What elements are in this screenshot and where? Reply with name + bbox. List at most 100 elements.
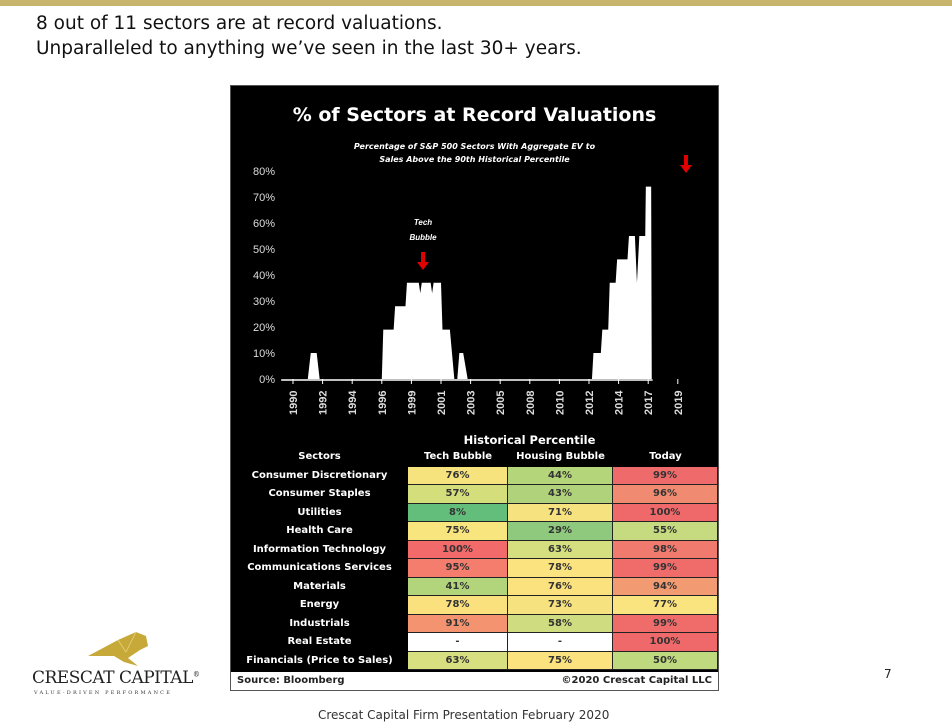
percentile-cell: 100% — [408, 541, 508, 560]
percentile-cell: 76% — [408, 467, 508, 486]
logo-name: CRESCAT CAPITAL® — [32, 668, 199, 688]
chart-panel: % of Sectors at Record Valuations Percen… — [230, 85, 719, 691]
percentile-cell: 50% — [613, 652, 718, 671]
sector-label: Communications Services — [231, 559, 408, 578]
y-tick-label: 60% — [253, 218, 275, 230]
percentile-cell: - — [408, 633, 508, 652]
percentile-cell: 55% — [613, 522, 718, 541]
y-tick-label: 0% — [259, 374, 275, 386]
table-header-row: Sectors Tech Bubble Housing Bubble Today — [231, 448, 718, 467]
sector-label: Industrials — [231, 615, 408, 634]
column-header: Today — [613, 448, 718, 467]
annotation-line-1: Tech — [414, 218, 432, 227]
x-tick-label: 2003 — [466, 391, 478, 415]
percentile-cell: 99% — [613, 615, 718, 634]
y-tick-label: 30% — [253, 296, 275, 308]
y-tick-label: 10% — [253, 348, 275, 360]
headline-line-2: Unparalleled to anything we’ve seen in t… — [36, 36, 582, 61]
x-tick-label: 2001 — [436, 391, 448, 415]
percentile-cell: 75% — [508, 652, 613, 671]
table-row: Real Estate--100% — [231, 633, 718, 652]
percentile-table: Historical Percentile Sectors Tech Bubbl… — [231, 432, 718, 670]
top-accent-bar — [0, 0, 952, 6]
percentile-cell: 43% — [508, 485, 613, 504]
x-tick-label: 1996 — [377, 391, 389, 415]
percentile-cell: 77% — [613, 596, 718, 615]
sector-label: Health Care — [231, 522, 408, 541]
percentile-cell: 29% — [508, 522, 613, 541]
column-header: Tech Bubble — [408, 448, 508, 467]
y-tick-label: 40% — [253, 270, 275, 282]
headline-line-1: 8 out of 11 sectors are at record valuat… — [36, 11, 582, 36]
percentile-cell: 100% — [613, 504, 718, 523]
percentile-cell: 57% — [408, 485, 508, 504]
source-bar: Source: Bloomberg ©2020 Crescat Capital … — [231, 672, 718, 690]
source-text: Source: Bloomberg — [237, 672, 345, 690]
x-tick-label: 2019 — [673, 391, 685, 415]
today-arrow-icon — [680, 155, 692, 173]
percentile-cell: 100% — [613, 633, 718, 652]
y-tick-label: 70% — [253, 192, 275, 204]
x-tick-label: 1992 — [318, 391, 330, 415]
percentile-cell: 78% — [408, 596, 508, 615]
sector-label: Real Estate — [231, 633, 408, 652]
slide-footer: Crescat Capital Firm Presentation Februa… — [318, 708, 609, 722]
sector-label: Energy — [231, 596, 408, 615]
x-tick-label: 2014 — [614, 390, 626, 415]
sector-label: Materials — [231, 578, 408, 597]
percentile-cell: 99% — [613, 559, 718, 578]
percentile-cell: 91% — [408, 615, 508, 634]
percentile-cell: 44% — [508, 467, 613, 486]
percentile-cell: 78% — [508, 559, 613, 578]
annotation-line-2: Bubble — [409, 233, 437, 242]
percentile-cell: 63% — [408, 652, 508, 671]
page-number: 7 — [884, 667, 892, 681]
logo-tagline: VALUE-DRIVEN PERFORMANCE — [34, 690, 172, 696]
x-tick-label: 2012 — [584, 391, 596, 415]
column-header: Sectors — [231, 448, 408, 467]
x-tick-label: 2008 — [525, 391, 537, 415]
x-tick-label: 1999 — [406, 391, 418, 415]
sector-label: Consumer Staples — [231, 485, 408, 504]
y-tick-label: 50% — [253, 244, 275, 256]
sector-share-area — [281, 187, 652, 379]
table-title: Historical Percentile — [231, 432, 718, 448]
cougar-logo-icon — [28, 628, 208, 668]
percentile-cell: 41% — [408, 578, 508, 597]
percentile-cell: 96% — [613, 485, 718, 504]
x-tick-label: 1994 — [347, 390, 359, 415]
sector-label: Information Technology — [231, 541, 408, 560]
percentile-cell: 73% — [508, 596, 613, 615]
x-tick-label: 2017 — [643, 391, 655, 415]
percentile-cell: 58% — [508, 615, 613, 634]
percentile-cell: 75% — [408, 522, 508, 541]
percentile-cell: 99% — [613, 467, 718, 486]
percentile-cell: 8% — [408, 504, 508, 523]
area-chart: 0% 10% 20% 30% 40% 50% 60% 70% 80% 1990 1992 1994 19… — [231, 86, 718, 432]
column-header: Housing Bubble — [508, 448, 613, 467]
percentile-cell: 71% — [508, 504, 613, 523]
x-tick-label: 1990 — [288, 391, 300, 415]
percentile-cell: - — [508, 633, 613, 652]
table-row: Financials (Price to Sales)63%75%50% — [231, 652, 718, 671]
y-tick-label: 80% — [253, 166, 275, 178]
sector-label: Consumer Discretionary — [231, 467, 408, 486]
slide-headline: 8 out of 11 sectors are at record valuat… — [36, 11, 582, 61]
copyright-text: ©2020 Crescat Capital LLC — [562, 672, 712, 690]
y-tick-label: 20% — [253, 322, 275, 334]
sector-label: Utilities — [231, 504, 408, 523]
percentile-cell: 98% — [613, 541, 718, 560]
percentile-cell: 63% — [508, 541, 613, 560]
sector-label: Financials (Price to Sales) — [231, 652, 408, 671]
tech-bubble-arrow-icon — [417, 252, 429, 270]
percentile-cell: 94% — [613, 578, 718, 597]
